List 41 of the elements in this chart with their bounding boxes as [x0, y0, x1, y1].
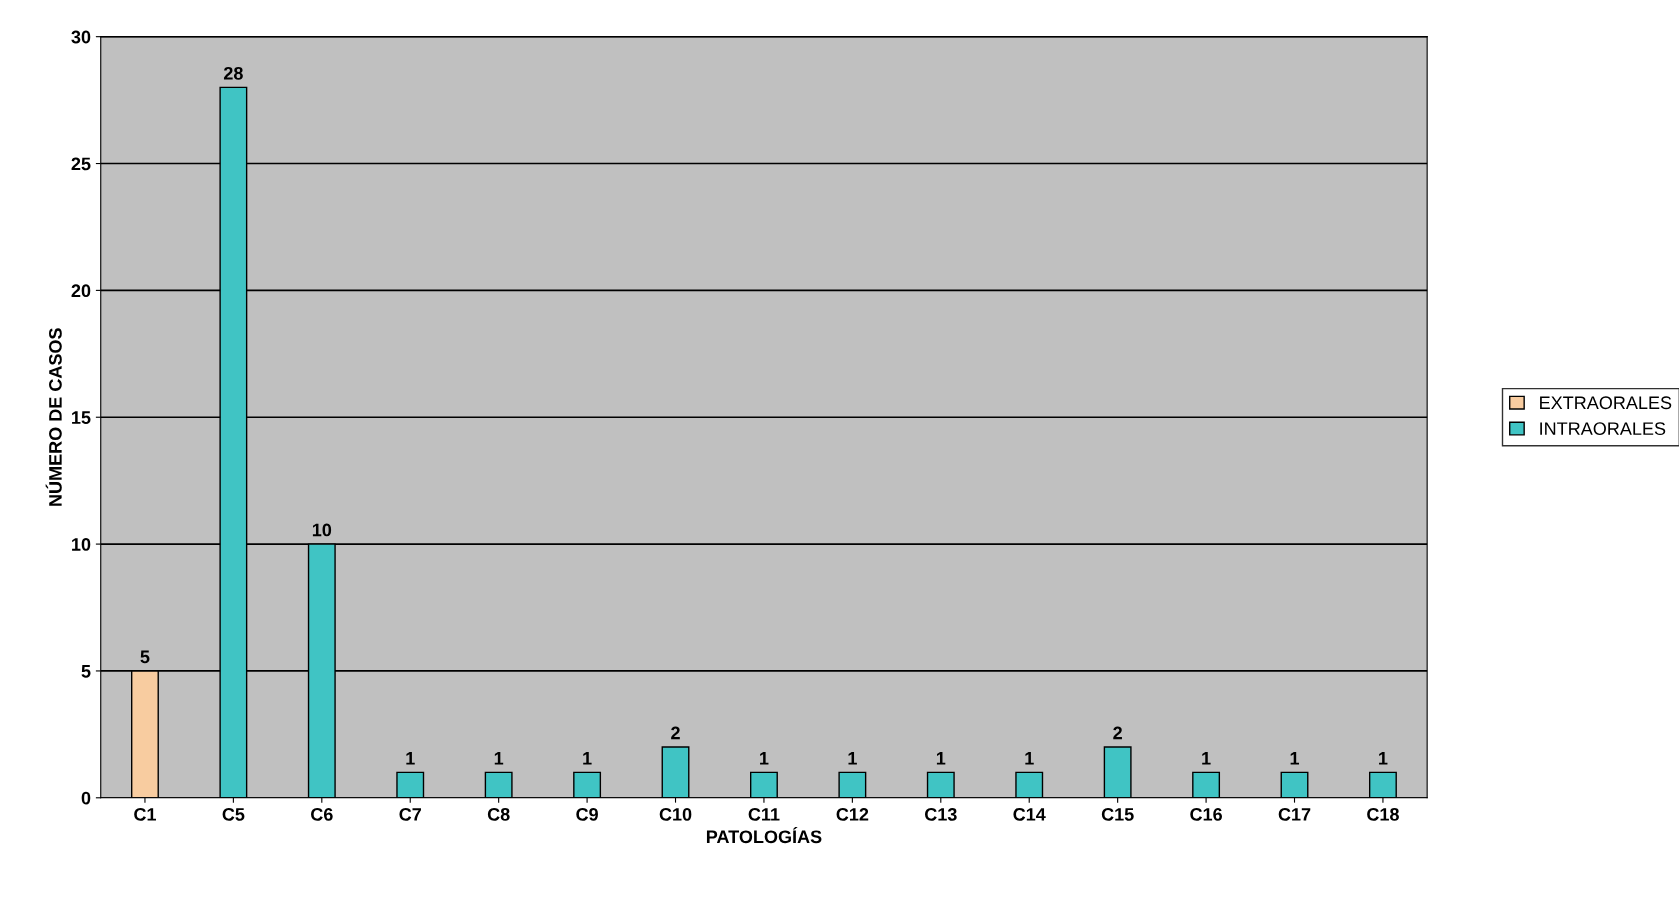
data-label: 1	[1202, 752, 1211, 765]
data-label: 1	[494, 752, 504, 765]
data-label: 1	[1379, 752, 1388, 765]
data-label: 1	[848, 752, 857, 765]
data-label: 5	[140, 650, 150, 664]
x-tick-label: C10	[659, 807, 692, 821]
legend-label: EXTRAORALES	[1540, 396, 1672, 410]
x-axis-title: PATOLOGÍAS	[706, 826, 822, 844]
y-tick-label: 5	[81, 665, 91, 678]
x-tick-label: C16	[1190, 807, 1222, 821]
x-tick-label: C8	[487, 807, 510, 821]
x-tick-label: C18	[1367, 807, 1399, 821]
data-label: 1	[1025, 752, 1034, 765]
data-label: 1	[760, 752, 769, 765]
x-tick-label: C5	[222, 807, 245, 821]
y-tick-label: 20	[71, 284, 91, 298]
y-axis-title: NÚMERO DE CASOS	[45, 328, 62, 506]
x-tick-label: C12	[836, 807, 869, 821]
x-tick-label: C15	[1101, 807, 1134, 821]
data-label: 2	[671, 726, 680, 740]
data-label: 10	[312, 523, 332, 537]
y-tick-label: 25	[71, 157, 91, 171]
data-label: 1	[406, 752, 415, 765]
data-label: 2	[1113, 726, 1122, 740]
y-tick-label: 10	[72, 538, 91, 551]
x-tick-label: C17	[1278, 807, 1311, 821]
data-label: 1	[936, 752, 946, 765]
y-tick-label: 0	[81, 791, 91, 805]
y-tick-label: 15	[72, 411, 91, 424]
data-label: 28	[223, 66, 243, 80]
y-tick-label: 30	[71, 30, 91, 44]
data-label: 1	[1290, 752, 1300, 765]
x-tick-label: C11	[748, 807, 780, 821]
data-label: 1	[583, 752, 592, 765]
legend-label: INTRAORALES	[1540, 422, 1666, 436]
x-tick-label: C1	[134, 807, 156, 821]
x-tick-label: C6	[311, 807, 333, 821]
x-tick-label: C7	[399, 807, 421, 821]
x-tick-label: C13	[924, 807, 957, 821]
x-tick-label: C9	[576, 807, 598, 821]
x-tick-label: C14	[1013, 807, 1046, 821]
